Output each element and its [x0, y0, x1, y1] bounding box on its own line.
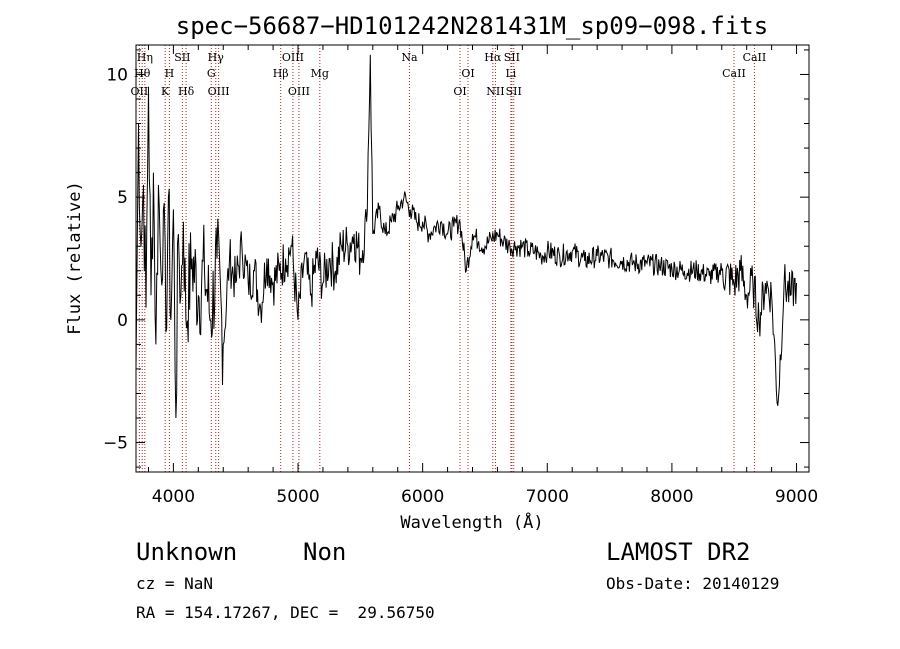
x-tick-label: 4000: [152, 487, 195, 507]
marker-label-16: OI: [461, 67, 474, 80]
emission-line-labels: OIIHθHηKHSIIHδGHγOIIIHβOIIIOIIIMgNaOIOIH…: [131, 51, 767, 98]
marker-label-22: CaII: [722, 67, 746, 80]
marker-label-1: Hθ: [134, 67, 151, 80]
x-axis-ticks: 4000 5000 6000 7000 8000 9000: [147, 45, 818, 507]
redshift-cz: cz = NaN: [136, 574, 214, 593]
survey-name: LAMOST DR2: [606, 538, 751, 566]
marker-label-18: NII: [486, 85, 504, 98]
x-tick-label: 5000: [276, 487, 319, 507]
spectrum-line: [135, 54, 797, 419]
object-subclass: Non: [303, 538, 347, 566]
y-tick-label: 10: [106, 65, 128, 85]
marker-label-0: OII: [131, 85, 149, 98]
marker-label-17: Hα: [484, 51, 502, 64]
marker-label-5: SII: [174, 51, 190, 64]
marker-label-2: Hη: [137, 51, 153, 64]
marker-label-20: SII: [504, 51, 520, 64]
marker-label-3: K: [161, 85, 170, 98]
marker-label-19: Li: [505, 67, 516, 80]
marker-label-11: OIII: [282, 51, 304, 64]
marker-label-23: CaII: [743, 51, 767, 64]
chart-title: spec−56687−HD101242N281431M_sp09−098.fit…: [176, 12, 768, 40]
marker-label-13: Mg: [311, 67, 329, 80]
coordinates: RA = 154.17267, DEC = 29.56750: [136, 603, 435, 622]
marker-label-10: Hβ: [273, 67, 289, 80]
x-tick-label: 8000: [650, 487, 693, 507]
marker-label-21: SII: [506, 85, 522, 98]
y-axis-ticks: −5 0 5 10: [103, 49, 809, 468]
object-class: Unknown: [136, 538, 238, 566]
x-tick-label: 6000: [401, 487, 444, 507]
x-tick-label: 9000: [775, 487, 818, 507]
marker-label-12: OIII: [288, 85, 310, 98]
x-tick-label: 7000: [526, 487, 569, 507]
obs-date: Obs-Date: 20140129: [606, 574, 780, 593]
x-axis-label: Wavelength (Å): [400, 511, 543, 533]
marker-label-8: Hγ: [208, 51, 225, 64]
marker-label-6: Hδ: [178, 85, 195, 98]
marker-label-15: OI: [453, 85, 466, 98]
y-tick-label: −5: [103, 434, 128, 454]
y-tick-label: 0: [117, 311, 128, 331]
marker-label-9: OIII: [208, 85, 230, 98]
y-axis-label: Flux (relative): [65, 181, 85, 335]
marker-label-4: H: [165, 67, 175, 80]
marker-label-7: G: [207, 67, 216, 80]
marker-label-14: Na: [401, 51, 418, 64]
y-tick-label: 5: [117, 188, 128, 208]
